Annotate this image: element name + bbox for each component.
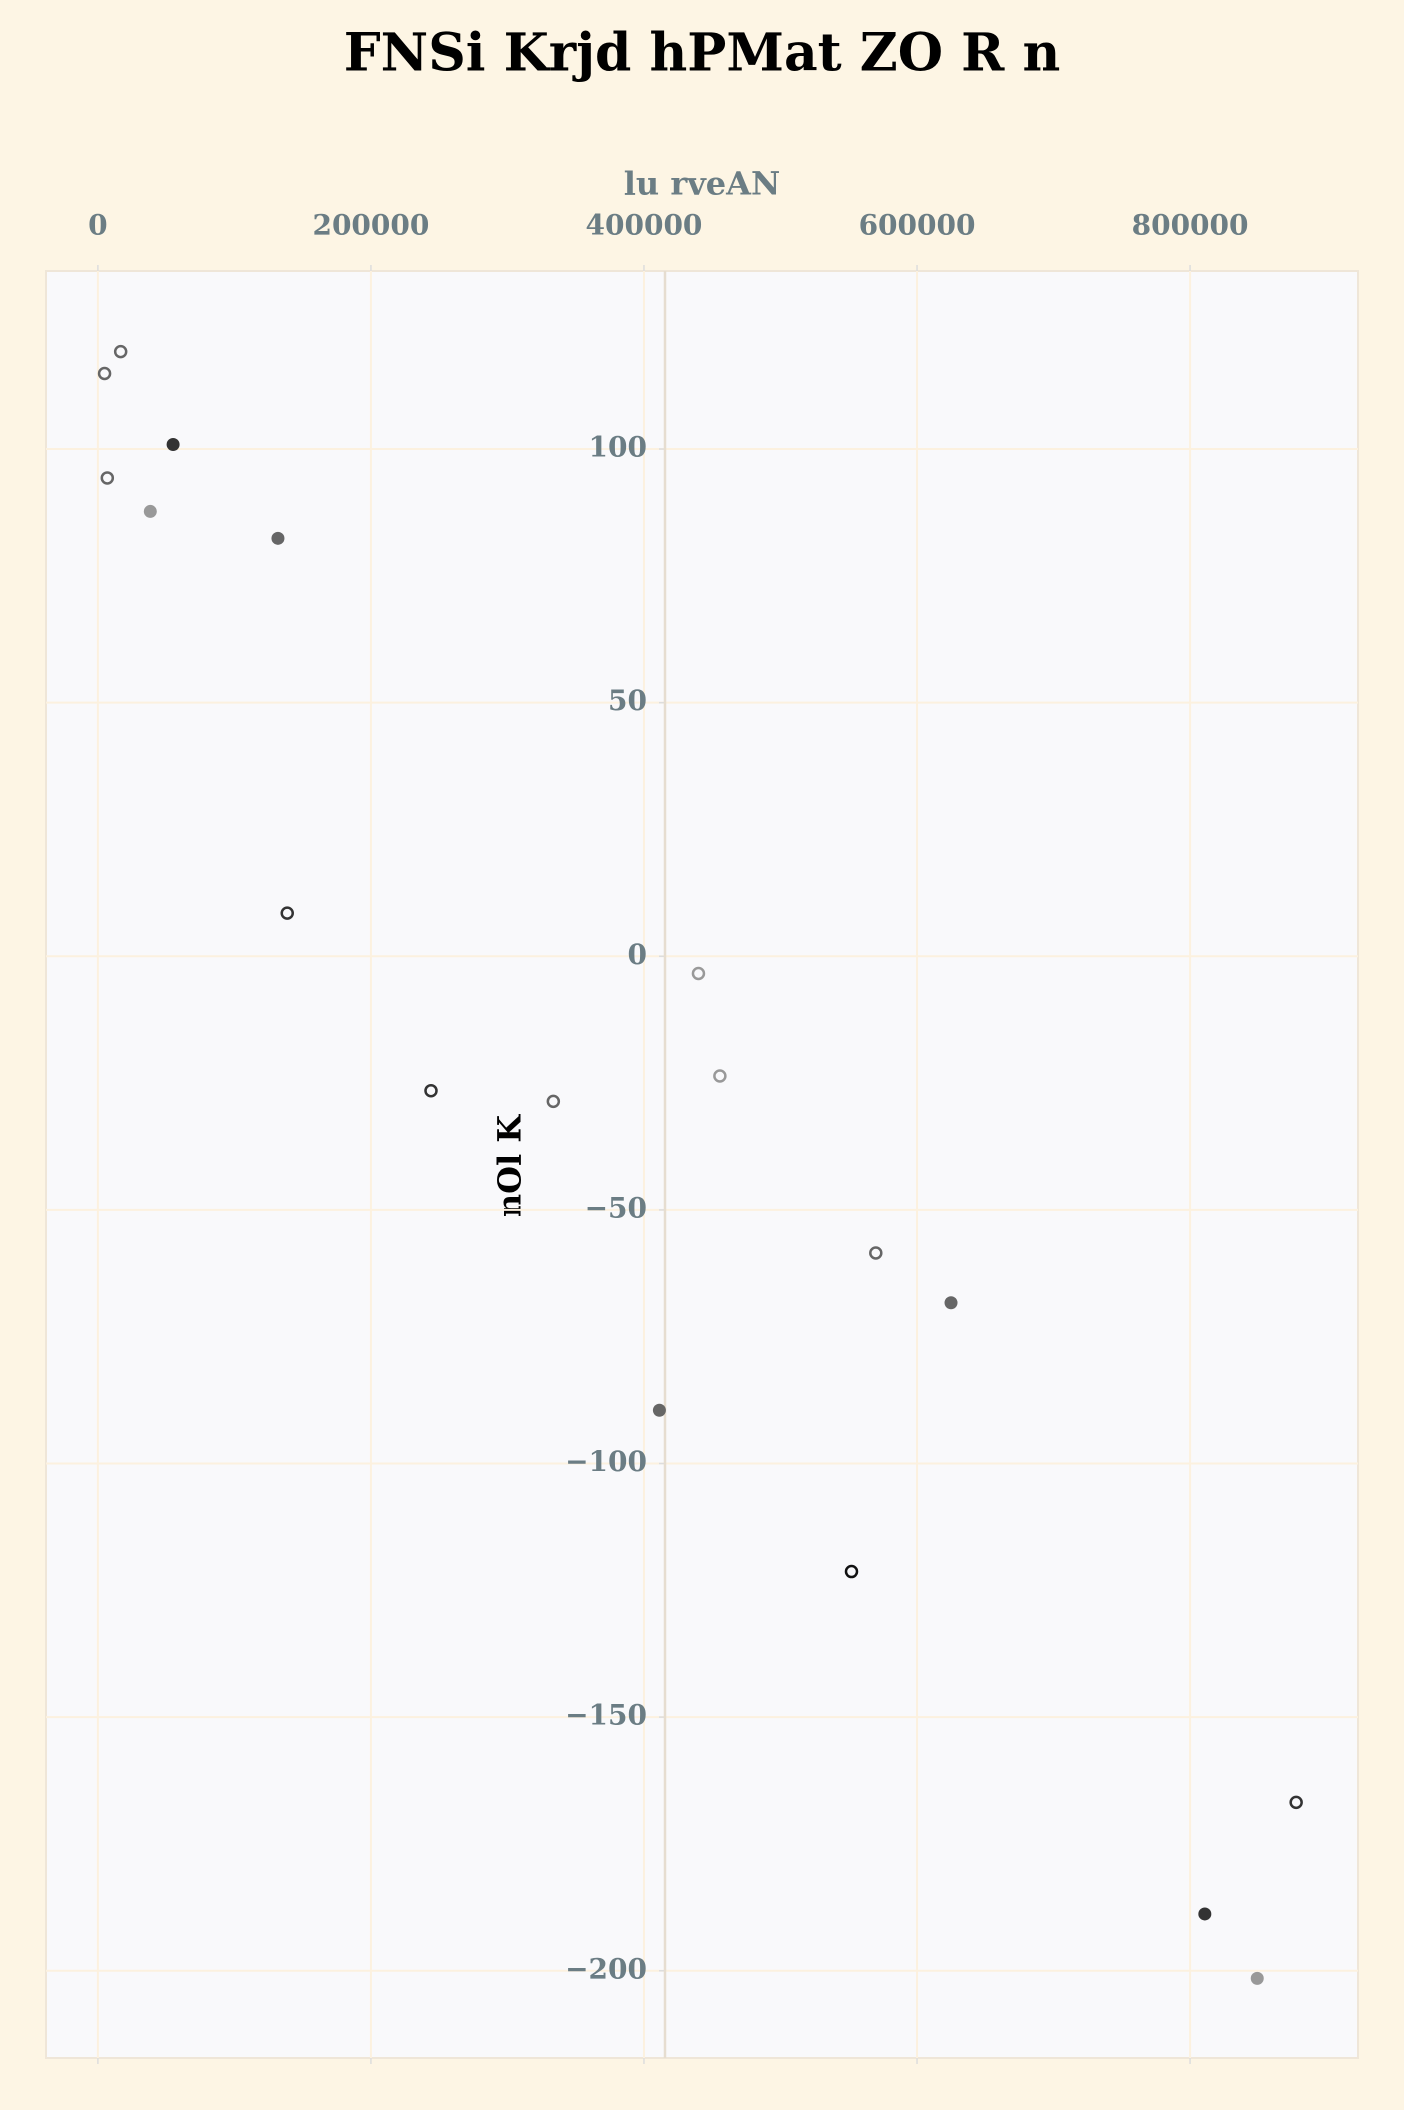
scatter-point bbox=[944, 1296, 958, 1310]
scatter-point bbox=[271, 531, 285, 545]
y-axis-label: nOl K bbox=[491, 1114, 529, 1217]
scatter-point bbox=[424, 1083, 438, 1098]
x-tick-label: 800000 bbox=[1132, 209, 1249, 242]
scatter-point bbox=[100, 471, 115, 485]
x-tick-label: 400000 bbox=[586, 209, 703, 242]
scatter-point bbox=[844, 1564, 859, 1579]
scatter-point bbox=[280, 906, 294, 920]
y-tick-label: −150 bbox=[565, 1699, 647, 1732]
y-tick-label: −50 bbox=[585, 1191, 647, 1224]
y-tick-label: 100 bbox=[589, 431, 647, 464]
x-tick-label: 0 bbox=[88, 209, 107, 242]
scatter-point bbox=[1198, 1907, 1212, 1921]
y-tick-label: −100 bbox=[565, 1445, 647, 1478]
y-tick-label: 50 bbox=[608, 684, 647, 717]
y-tick-label: −200 bbox=[565, 1952, 647, 1985]
scatter-point bbox=[97, 366, 112, 381]
chart-title: FNSi Krjd hPMat ZO R n bbox=[344, 23, 1061, 84]
scatter-point bbox=[869, 1246, 883, 1260]
x-axis-label: lu rveAN bbox=[624, 165, 780, 203]
scatter-point bbox=[1250, 1971, 1264, 1985]
x-tick-label: 200000 bbox=[312, 209, 429, 242]
scatter-point bbox=[113, 344, 128, 359]
scatter-point bbox=[652, 1403, 666, 1417]
scatter-point bbox=[166, 437, 180, 451]
scatter-point bbox=[143, 504, 157, 518]
plot-area bbox=[45, 270, 1359, 2059]
scatter-point bbox=[546, 1094, 561, 1109]
scatter-point bbox=[691, 966, 706, 981]
scatter-point bbox=[713, 1069, 727, 1083]
scatter-point bbox=[1289, 1795, 1303, 1810]
x-tick-label: 600000 bbox=[859, 209, 976, 242]
y-tick-label: 0 bbox=[628, 938, 647, 971]
